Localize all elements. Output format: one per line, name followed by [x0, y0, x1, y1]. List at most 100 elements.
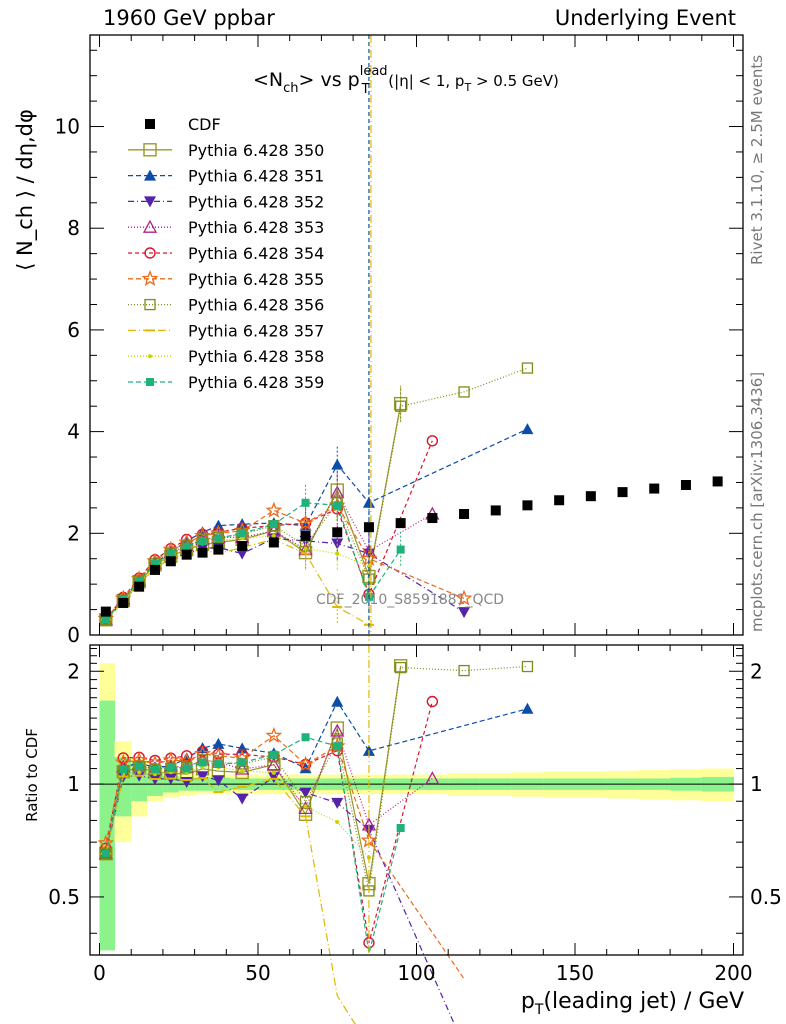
series-point-9 — [333, 501, 342, 510]
legend-label-1: Pythia 6.428 351 — [188, 167, 324, 186]
series-point-5 — [265, 501, 283, 518]
ratio-point-5 — [194, 745, 211, 762]
series-point-9 — [269, 520, 278, 529]
cdf-point — [181, 549, 192, 560]
series-point-6 — [395, 400, 407, 412]
series-point-9 — [166, 549, 175, 558]
series-point-9 — [301, 498, 310, 507]
y-tick-label: 2 — [67, 521, 80, 545]
series-point-6 — [458, 386, 470, 398]
x-tick-label: 0 — [93, 961, 106, 985]
series-line-0 — [105, 403, 402, 621]
ratio-point-9 — [198, 758, 207, 767]
legend-marker-cdf — [145, 119, 155, 129]
ratio-panel — [90, 645, 743, 1024]
series-point-2 — [458, 607, 471, 619]
ratio-line-6 — [105, 665, 528, 892]
ratio-point-5 — [97, 834, 115, 851]
series-point-9 — [135, 577, 144, 586]
series-point-9 — [150, 559, 159, 568]
ratio-point-9 — [182, 764, 191, 773]
x-tick-label: 200 — [714, 961, 752, 985]
y-tick-label: 10 — [55, 115, 80, 139]
ratio-point-1 — [212, 737, 225, 749]
ratio-point-9 — [301, 733, 310, 742]
title-sub-T2: T — [463, 81, 471, 94]
series-line-6 — [105, 367, 528, 621]
ratio-tick-label-left: 1 — [67, 772, 80, 796]
main-title: <Nch> vs plead T (|η| < 1, pT > 0.5 GeV) — [253, 64, 559, 97]
x-axis-label-sub: T — [534, 1002, 544, 1018]
ratio-point-2 — [196, 771, 209, 783]
ratio-point-5 — [209, 746, 227, 763]
y-tick-label: 8 — [67, 216, 80, 240]
cdf-point — [197, 547, 208, 558]
series-line-9 — [105, 502, 402, 621]
ratio-tick-label-right: 1 — [750, 772, 763, 796]
series-point-4 — [426, 435, 439, 447]
legend-marker-0 — [143, 143, 157, 157]
series-point-9 — [214, 534, 223, 543]
cdf-point — [363, 522, 374, 533]
cdf-point — [149, 564, 160, 575]
legend-label-9: Pythia 6.428 359 — [188, 373, 324, 392]
series-point-9 — [101, 615, 110, 624]
cdf-point — [617, 487, 628, 498]
title-sub-T: T — [361, 82, 370, 97]
ratio-point-0 — [235, 765, 249, 780]
cdf-point — [300, 530, 311, 541]
ratio-point-9 — [150, 765, 159, 774]
ratio-point-9 — [269, 750, 278, 759]
cdf-point — [118, 597, 129, 608]
watermark: CDF_2010_S8591881_QCD — [316, 592, 504, 608]
legend-marker-1 — [144, 169, 156, 181]
title-sub-ch: ch — [283, 81, 298, 96]
ratio-tick-label-right: 0.5 — [750, 885, 782, 909]
ratio-point-8 — [137, 770, 142, 775]
legend-label-6: Pythia 6.428 356 — [188, 296, 324, 315]
x-axis-label-p: p — [521, 989, 535, 1014]
ratio-point-5 — [297, 755, 314, 772]
ratio-point-5 — [265, 726, 283, 743]
ratio-point-3 — [266, 757, 281, 771]
ratio-point-4 — [426, 695, 439, 708]
ratio-point-9 — [119, 765, 128, 774]
series-point-8 — [240, 536, 245, 541]
ratio-band-green-bin — [131, 768, 148, 802]
ratio-point-1 — [521, 702, 534, 714]
legend-label-5: Pythia 6.428 355 — [188, 270, 324, 289]
ratio-line-4 — [105, 701, 433, 943]
y-tick-label: 4 — [67, 420, 80, 444]
legend-marker-4 — [144, 247, 156, 259]
ratio-tick-label-left: 2 — [67, 659, 80, 683]
cdf-point — [165, 556, 176, 567]
cdf-point — [332, 527, 343, 538]
x-tick-label: 150 — [556, 961, 594, 985]
ratio-tick-label-right: 2 — [750, 659, 763, 683]
x-tick-label: 50 — [245, 961, 270, 985]
series-point-1 — [362, 496, 375, 508]
ratio-point-0 — [330, 721, 344, 735]
y-tick-label: 6 — [67, 318, 80, 342]
ratio-point-5 — [178, 752, 195, 769]
legend-marker-5 — [141, 270, 159, 286]
ratio-point-8 — [240, 768, 245, 773]
ratio-point-8 — [303, 804, 308, 809]
ratio-point-2 — [267, 772, 280, 784]
ratio-band-green-bin — [99, 700, 116, 951]
legend-label-cdf: CDF — [188, 115, 221, 134]
legend: CDF Pythia 6.428 350 Pythia 6.428 351 Pythi… — [128, 115, 324, 392]
legend-label-8: Pythia 6.428 358 — [188, 347, 324, 366]
cdf-point — [237, 541, 248, 552]
cdf-point — [522, 500, 533, 511]
series-point-1 — [331, 458, 344, 470]
title-part-3: (|η| < 1, p — [384, 72, 465, 90]
axes: 0 50 100 150 200 0 2 4 6 8 10 0.5 0.5 1 1 2 2 — [48, 34, 782, 985]
series-point-9 — [182, 542, 191, 551]
ratio-point-9 — [396, 823, 405, 832]
y-axis-label-ratio: Ratio to CDF — [23, 728, 41, 822]
ratio-tick-label-left: 0.5 — [48, 885, 80, 909]
series-point-9 — [396, 545, 405, 554]
series-point-1 — [521, 423, 534, 435]
